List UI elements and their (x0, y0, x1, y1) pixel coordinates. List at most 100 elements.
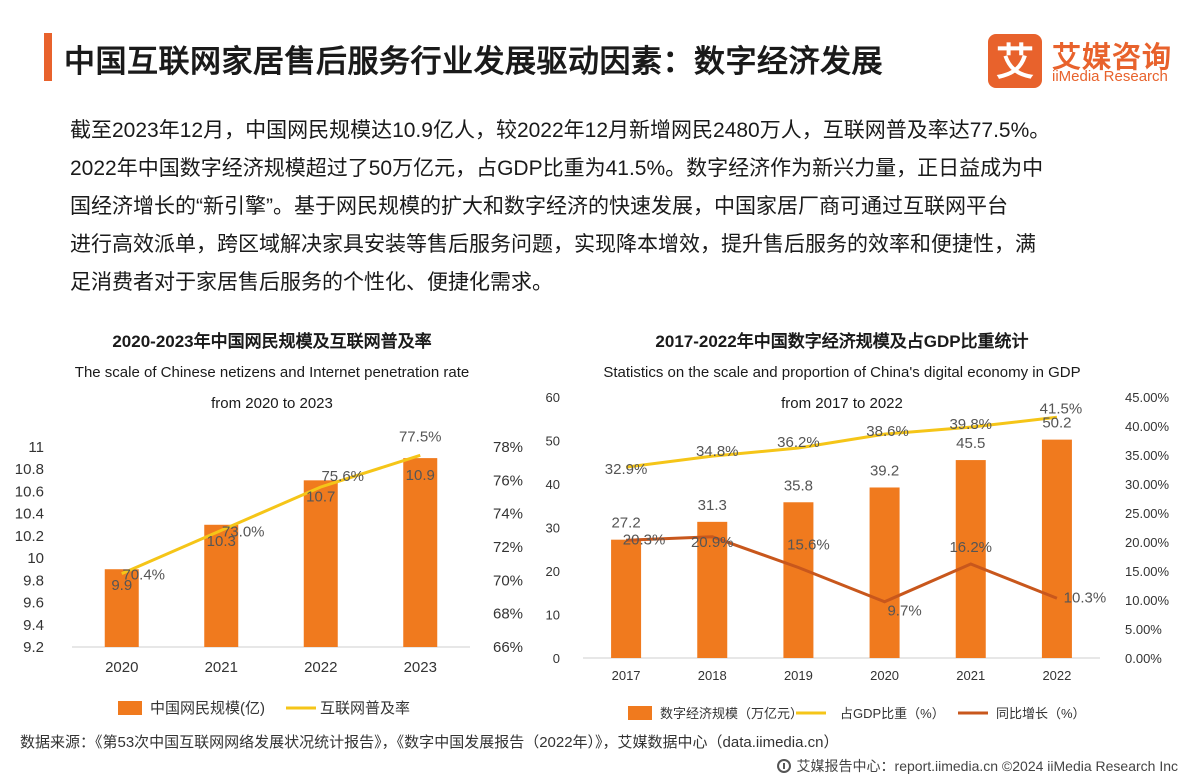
x-tick-label: 2018 (698, 668, 727, 683)
y-tick-label-left: 9.4 (23, 617, 44, 634)
chart-subtitle: Statistics on the scale and proportion o… (603, 364, 1080, 381)
y-tick-label-right: 78% (493, 439, 523, 456)
y-tick-label-left: 10.6 (15, 483, 44, 500)
x-tick-label: 2020 (870, 668, 899, 683)
legend-label: 同比增长（%） (996, 706, 1086, 721)
line-data-label: 20.9% (691, 534, 734, 551)
y-tick-label-right: 66% (493, 639, 523, 656)
footer: 艾媒报告中心：report.iimedia.cn ©2024 iiMedia R… (776, 756, 1178, 776)
bar (697, 521, 728, 658)
line-data-label: 77.5% (399, 428, 442, 445)
bar (869, 487, 900, 658)
y-tick-label-right: 70% (493, 572, 523, 589)
line-data-label: 73.0% (222, 523, 265, 540)
description-line: 截至2023年12月，中国网民规模达10.9亿人，较2022年12月新增网民24… (70, 119, 1051, 142)
bar (403, 458, 438, 647)
line-data-label: 75.6% (321, 468, 364, 485)
y-tick-label-right: 10.00% (1125, 593, 1170, 608)
brand-logo: 艾 艾媒咨询 iiMedia Research (988, 34, 1183, 90)
x-tick-label: 2021 (956, 668, 985, 683)
y-tick-label-left: 10 (546, 608, 560, 623)
bar-data-label: 10.7 (306, 488, 335, 505)
y-tick-label-right: 30.00% (1125, 477, 1170, 492)
y-tick-label-left: 60 (546, 390, 560, 405)
x-tick-label: 2023 (404, 659, 437, 676)
line-data-label: 9.7% (887, 603, 921, 620)
line-data-label: 39.8% (949, 416, 992, 433)
bar-data-label: 31.3 (698, 497, 727, 514)
y-tick-label-left: 9.8 (23, 572, 44, 589)
bar (611, 539, 642, 658)
y-tick-label-left: 9.6 (23, 595, 44, 612)
description-line: 进行高效派单，跨区域解决家具安装等售后服务问题，实现降本增效，提升售后服务的效率… (70, 233, 1036, 256)
y-tick-label-left: 20 (546, 564, 560, 579)
chart-title: 2020-2023年中国网民规模及互联网普及率 (112, 331, 431, 351)
bar (955, 460, 986, 658)
line-data-label: 36.2% (777, 434, 820, 451)
bar-data-label: 39.2 (870, 462, 899, 479)
line-data-label: 15.6% (787, 537, 830, 554)
bar (204, 524, 239, 647)
description-line: 国经济增长的“新引擎”。基于网民规模的扩大和数字经济的快速发展，中国家居厂商可通… (70, 195, 1008, 218)
chart-subtitle: from 2020 to 2023 (211, 395, 333, 412)
bar-data-label: 9.9 (111, 577, 132, 594)
line-data-label: 16.2% (949, 539, 992, 556)
line-data-label: 38.6% (866, 423, 909, 440)
page-title: 中国互联网家居售后服务行业发展驱动因素：数字经济发展 (64, 44, 883, 79)
y-tick-label-left: 9.2 (23, 639, 44, 656)
y-tick-label-right: 76% (493, 472, 523, 489)
bar (1041, 439, 1072, 658)
y-tick-label-left: 11 (28, 439, 44, 456)
chart-title: 2017-2022年中国数字经济规模及占GDP比重统计 (655, 331, 1028, 351)
y-tick-label-right: 5.00% (1125, 622, 1162, 637)
y-tick-label-right: 45.00% (1125, 390, 1170, 405)
x-tick-label: 2017 (612, 668, 641, 683)
bar-data-label: 50.2 (1042, 415, 1071, 432)
series-line (626, 535, 1058, 604)
title-accent-bar (44, 33, 52, 81)
y-tick-label-right: 0.00% (1125, 651, 1162, 666)
y-tick-label-right: 68% (493, 606, 523, 623)
y-tick-label-right: 72% (493, 539, 523, 556)
legend-label: 互联网普及率 (320, 700, 410, 717)
bar-data-label: 10.9 (406, 467, 435, 484)
data-source: 数据来源：《第53次中国互联网网络发展状况统计报告》，《数字中国发展报告（202… (20, 734, 839, 751)
bar (783, 502, 814, 658)
y-tick-label-right: 15.00% (1125, 564, 1170, 579)
line-data-label: 34.8% (696, 443, 739, 460)
x-tick-label: 2020 (105, 659, 138, 676)
x-tick-label: 2022 (304, 659, 337, 676)
bar-data-label: 10.3 (207, 533, 236, 550)
logo-text-en: iiMedia Research (1052, 68, 1168, 85)
x-tick-label: 2022 (1042, 668, 1071, 683)
legend-label: 数字经济规模（万亿元） (660, 706, 803, 721)
bar (303, 480, 338, 647)
y-tick-label-left: 10.4 (15, 506, 44, 523)
bar (104, 569, 139, 647)
logo-text-cn: 艾媒咨询 (1052, 42, 1173, 74)
line-data-label: 41.5% (1040, 400, 1083, 417)
y-tick-label-right: 40.00% (1125, 419, 1170, 434)
legend-label: 中国网民规模(亿) (150, 700, 265, 717)
y-tick-label-left: 50 (546, 434, 560, 449)
y-tick-label-left: 30 (546, 521, 560, 536)
line-data-label: 10.3% (1064, 589, 1107, 606)
y-tick-label-left: 0 (553, 651, 560, 666)
series-line (625, 415, 1058, 469)
footer-text: 艾媒报告中心：report.iimedia.cn ©2024 iiMedia R… (796, 758, 1178, 774)
logo-icon: 艾 (988, 34, 1042, 88)
description-line: 足消费者对于家居售后服务的个性化、便捷化需求。 (70, 271, 553, 294)
y-tick-label-left: 10.2 (15, 528, 44, 545)
y-tick-label-right: 20.00% (1125, 535, 1170, 550)
description-line: 2022年中国数字经济规模超过了50万亿元，占GDP比重为41.5%。数字经济作… (70, 157, 1044, 180)
search-icon (776, 759, 791, 773)
y-tick-label-left: 40 (546, 477, 560, 492)
y-tick-label-right: 74% (493, 506, 523, 523)
line-data-label: 20.3% (623, 531, 666, 548)
bar-data-label: 27.2 (611, 515, 640, 532)
series-line (121, 453, 421, 576)
bar-data-label: 45.5 (956, 435, 985, 452)
chart-subtitle: The scale of Chinese netizens and Intern… (75, 364, 469, 381)
x-tick-label: 2021 (205, 659, 238, 676)
legend-label: 占GDP比重（%） (840, 706, 945, 721)
